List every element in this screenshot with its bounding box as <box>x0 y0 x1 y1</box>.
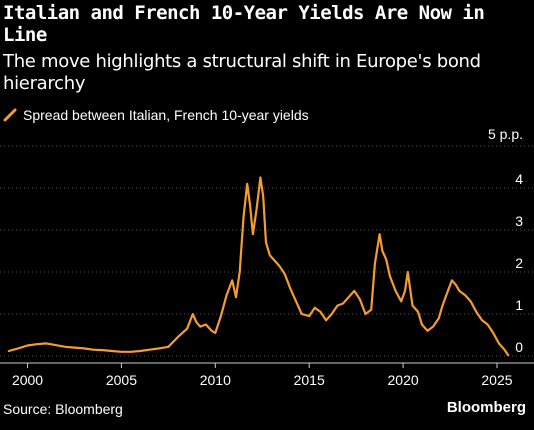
x-tick-label: 2005 <box>106 372 137 388</box>
x-tick-label: 2015 <box>294 372 325 388</box>
y-tick-label: 2 <box>515 255 523 271</box>
source-note: Source: Bloomberg <box>3 401 123 417</box>
y-tick-label: 4 <box>515 171 523 187</box>
legend: Spread between Italian, French 10-year y… <box>3 106 309 124</box>
brand-logo: Bloomberg <box>446 399 526 416</box>
chart-subtitle: The move highlights a structural shift i… <box>3 51 481 94</box>
legend-label: Spread between Italian, French 10-year y… <box>23 107 309 123</box>
y-axis-unit-label: 5 p.p. <box>487 126 523 142</box>
y-tick-label: 1 <box>515 297 523 313</box>
y-tick-label: 0 <box>515 339 523 355</box>
x-tick-label: 2010 <box>200 372 231 388</box>
legend-swatch-icon <box>3 108 17 122</box>
y-tick-label: 3 <box>515 213 523 229</box>
chart-title: Italian and French 10-Year Yields Are No… <box>3 2 485 46</box>
x-tick-label: 2025 <box>481 372 512 388</box>
series-line <box>7 176 510 357</box>
x-tick-label: 2020 <box>388 372 419 388</box>
line-chart: 0 1 2 3 4 2000 2005 2010 2015 2020 2025 <box>0 145 534 388</box>
x-tick-label: 2000 <box>12 372 43 388</box>
